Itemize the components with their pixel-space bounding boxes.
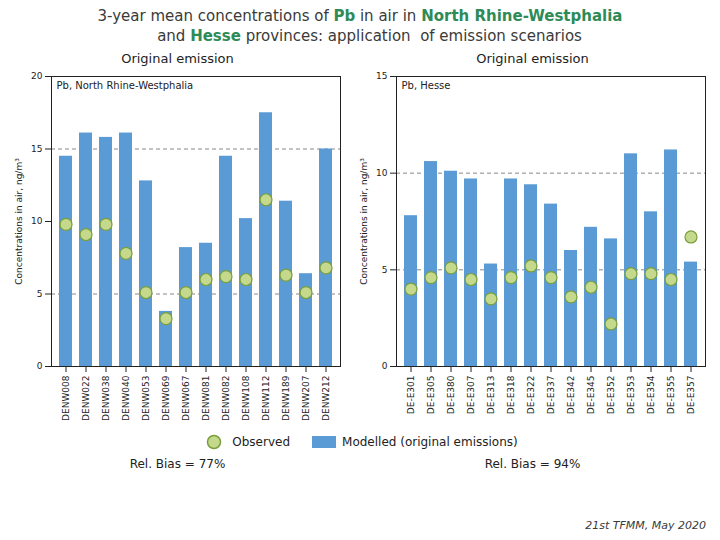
svg-text:DENW040: DENW040 [121, 375, 131, 421]
svg-text:DE-E352: DE-E352 [606, 376, 616, 415]
svg-text:DE-E354: DE-E354 [646, 375, 656, 414]
svg-text:Concentrations in air, ng/m³: Concentrations in air, ng/m³ [14, 158, 24, 285]
svg-text:DENW189: DENW189 [281, 375, 291, 421]
svg-text:DE-E357: DE-E357 [686, 376, 696, 415]
svg-text:DENW067: DENW067 [181, 376, 191, 421]
svg-text:DENW008: DENW008 [61, 375, 71, 421]
svg-text:20: 20 [31, 71, 43, 81]
html-text:Original emission: Original emission [121, 51, 234, 66]
svg-text:DE-E355: DE-E355 [666, 376, 676, 415]
svg-text:DENW212: DENW212 [321, 376, 331, 421]
html-text:21st TFMM, May 2020: 21st TFMM, May 2020 [585, 519, 706, 532]
svg-text:DENW038: DENW038 [101, 375, 111, 421]
svg-text:DE-E322: DE-E322 [526, 376, 536, 415]
svg-text:15: 15 [31, 144, 42, 154]
svg-text:10: 10 [31, 216, 43, 226]
html-text:Modelled (original emissions): Modelled (original emissions) [342, 435, 518, 449]
html-text:Observed: Observed [232, 435, 290, 449]
svg-text:DE-E313: DE-E313 [486, 376, 496, 415]
svg-text:DE-E342: DE-E342 [566, 376, 576, 415]
svg-text:DENW022: DENW022 [81, 376, 91, 421]
svg-text:DE-E307: DE-E307 [466, 376, 476, 415]
svg-text:DE-E380: DE-E380 [446, 375, 456, 414]
svg-text:DE-E301: DE-E301 [406, 376, 416, 415]
svg-text:0: 0 [37, 361, 43, 371]
svg-text:DENW082: DENW082 [221, 376, 231, 421]
svg-text:15: 15 [376, 71, 387, 81]
html-text:3-year mean concentrations of: 3-year mean concentrations of Pb in air … [97, 7, 623, 25]
svg-text:DE-E305: DE-E305 [426, 376, 436, 415]
html-text:Rel. Bias = 94%: Rel. Bias = 94% [484, 457, 581, 471]
svg-text:5: 5 [37, 289, 43, 299]
svg-text:DENW053: DENW053 [141, 376, 151, 421]
svg-text:Concentrations in air, ng/m³: Concentrations in air, ng/m³ [359, 158, 369, 285]
svg-text:5: 5 [382, 265, 388, 275]
svg-text:Pb, Hesse: Pb, Hesse [402, 80, 451, 91]
svg-text:DENW081: DENW081 [201, 376, 211, 421]
svg-text:DENW069: DENW069 [161, 375, 171, 421]
svg-text:DE-E318: DE-E318 [506, 375, 516, 414]
svg-text:Pb, North Rhine-Westphalia: Pb, North Rhine-Westphalia [57, 80, 194, 91]
svg-text:DE-E337: DE-E337 [546, 376, 556, 415]
svg-text:DE-E345: DE-E345 [586, 376, 596, 415]
svg-text:10: 10 [376, 168, 388, 178]
svg-text:DE-E353: DE-E353 [626, 376, 636, 415]
svg-text:DENW108: DENW108 [241, 375, 251, 421]
svg-text:DENW112: DENW112 [261, 376, 271, 421]
svg-text:DENW207: DENW207 [301, 376, 311, 421]
html-text:Original emission: Original emission [476, 51, 589, 66]
html-text:Rel. Bias = 77%: Rel. Bias = 77% [129, 457, 226, 471]
html-text:and Hesse provinces: applicati: and Hesse provinces: application of emis… [138, 27, 582, 45]
svg-text:0: 0 [382, 361, 388, 371]
